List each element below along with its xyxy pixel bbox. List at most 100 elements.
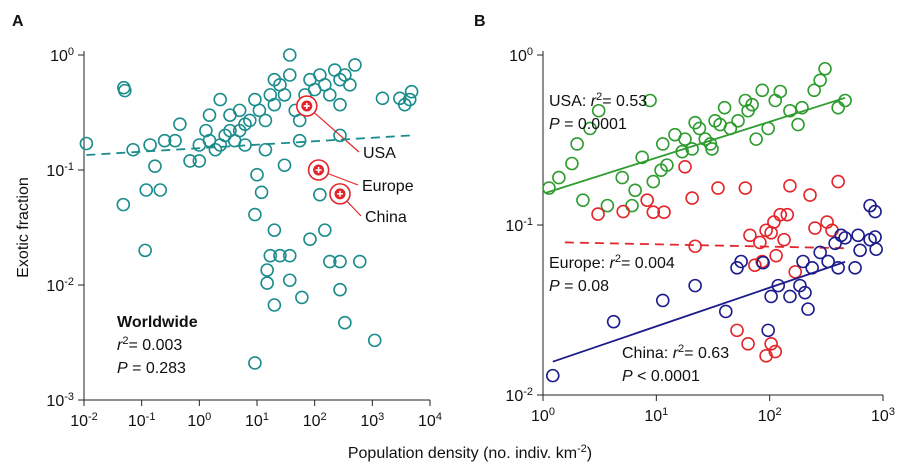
point [635, 150, 649, 165]
tick-label: 101 [644, 406, 668, 425]
point [183, 154, 197, 168]
point [795, 100, 809, 115]
tick-base: 10 [531, 408, 549, 425]
tick-exponent: 0 [68, 46, 74, 58]
point [213, 92, 227, 107]
panel-letter: B [474, 13, 486, 30]
point [292, 133, 307, 148]
point [168, 133, 182, 148]
tick-label: 10-1 [46, 161, 74, 180]
text-part: r [591, 93, 597, 110]
point [254, 185, 269, 200]
point [313, 187, 327, 202]
point [248, 356, 262, 370]
point [738, 181, 753, 195]
tick-exponent: -1 [146, 411, 156, 423]
tick-exponent: -2 [523, 386, 533, 398]
y-axis-label: Exotic fraction [15, 177, 32, 277]
point [807, 83, 821, 98]
point [223, 108, 237, 122]
point [640, 193, 654, 207]
point [803, 188, 817, 202]
text-part: 2 [615, 253, 621, 265]
text-part: Population density (no. indiv. km [348, 445, 577, 462]
tick-exponent: -2 [64, 276, 74, 288]
point [783, 179, 797, 193]
point [831, 261, 845, 275]
point [343, 78, 357, 92]
point [273, 248, 287, 263]
point [576, 193, 590, 207]
tick-label: 10-2 [46, 276, 74, 295]
point [263, 248, 278, 263]
tick-label: 10-2 [505, 386, 533, 405]
tick-base: 10 [70, 413, 88, 430]
point [791, 117, 805, 132]
point [655, 137, 670, 151]
point [780, 207, 795, 222]
point [282, 248, 297, 263]
text-part: P [117, 360, 128, 377]
text-part: = 0.0001 [560, 116, 627, 133]
text-part: 2 [122, 335, 128, 347]
point [552, 170, 566, 185]
point [838, 231, 852, 245]
point [282, 48, 297, 62]
point [267, 298, 282, 312]
tick-label: 10-2 [70, 411, 98, 430]
point [318, 223, 332, 237]
point [118, 83, 132, 98]
text-part: < 0.0001 [633, 368, 700, 385]
point [333, 282, 347, 297]
point [404, 84, 419, 99]
annotation: P = 0.08 [549, 278, 609, 295]
text-part: = 0.53 [602, 93, 647, 110]
point [764, 337, 778, 351]
point [783, 289, 797, 304]
point [260, 276, 274, 290]
tick-exponent: 3 [378, 411, 384, 423]
point [625, 198, 639, 213]
point [367, 333, 382, 348]
tick-base: 10 [187, 413, 205, 430]
point [783, 103, 797, 118]
tick-exponent: 4 [436, 411, 442, 423]
point [749, 132, 763, 146]
point [773, 84, 788, 99]
annotation: Europe: r2= 0.004 [549, 253, 675, 272]
point [655, 293, 670, 308]
point [748, 258, 762, 273]
point [148, 159, 162, 173]
point [199, 123, 213, 138]
point [542, 181, 556, 195]
point [295, 290, 309, 305]
point [678, 132, 692, 146]
point [242, 113, 257, 128]
point [192, 154, 207, 168]
point [678, 159, 692, 174]
text-part: r [609, 255, 615, 272]
point [277, 88, 292, 102]
text-part: = 0.004 [621, 255, 675, 272]
point [813, 245, 827, 260]
tick-label: 103 [360, 411, 384, 430]
tick-label: 102 [303, 411, 327, 430]
text-part: 2 [678, 343, 684, 355]
point [303, 232, 317, 247]
point [646, 174, 661, 189]
point [788, 265, 803, 279]
point [657, 205, 671, 219]
point [153, 183, 168, 197]
highlight-label: Europe [362, 178, 414, 195]
point [838, 93, 852, 108]
tick-exponent: 2 [776, 406, 782, 418]
text-part: r [117, 337, 123, 354]
point [868, 204, 882, 219]
tick-label: 100 [531, 406, 555, 425]
point [734, 254, 748, 269]
point [688, 239, 702, 254]
tick-base: 10 [360, 413, 378, 430]
point [323, 88, 337, 102]
tick-label: 10-1 [128, 411, 156, 430]
